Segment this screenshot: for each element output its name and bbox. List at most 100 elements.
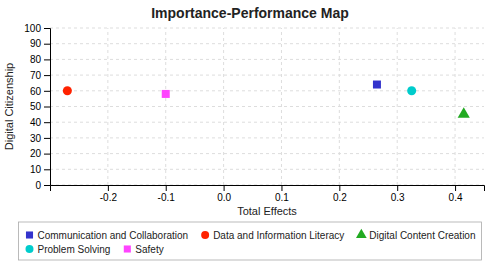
- y-tick-mark: [44, 75, 50, 76]
- y-tick: 100: [24, 23, 50, 34]
- series: [458, 107, 470, 118]
- legend-item: Data and Information Literacy: [201, 230, 344, 241]
- legend-frame: [19, 222, 482, 260]
- point: [407, 86, 416, 95]
- grid-line-y: [50, 43, 484, 44]
- x-tick-mark: [397, 185, 398, 191]
- y-tick-label: 0: [35, 180, 41, 191]
- series: [162, 90, 170, 98]
- grid-line-x: [397, 28, 398, 185]
- x-tick-label: 0.0: [217, 192, 231, 203]
- y-tick-label: 80: [30, 54, 42, 65]
- grid-line-y: [50, 169, 484, 170]
- grid-line-y: [50, 59, 484, 60]
- y-tick-mark: [44, 169, 50, 170]
- legend-label: Data and Information Literacy: [213, 230, 344, 241]
- legend-item: Problem Solving: [26, 244, 111, 255]
- grid-line-x: [223, 28, 224, 185]
- y-tick-label: 100: [24, 23, 41, 34]
- point: [458, 107, 470, 118]
- y-tick-mark: [44, 44, 50, 45]
- x-tick-label: 0.4: [449, 192, 463, 203]
- grid-line-y: [50, 28, 484, 29]
- y-axis-title: Digital Citizenship: [3, 63, 15, 150]
- x-tick-label: -0.1: [158, 192, 176, 203]
- grid: [50, 28, 484, 185]
- legend-label: Communication and Collaboration: [38, 230, 189, 241]
- y-tick-label: 40: [30, 117, 42, 128]
- legend-label: Safety: [135, 244, 163, 255]
- grid-line-x: [281, 28, 282, 185]
- series: [63, 86, 72, 95]
- y-tick: 40: [30, 117, 50, 128]
- y-tick: 90: [30, 38, 50, 49]
- grid-line-x: [107, 28, 108, 185]
- legend-item: Safety: [124, 244, 164, 255]
- series: [373, 81, 381, 89]
- chart-title: Importance-Performance Map: [151, 5, 349, 21]
- x-axis: -0.2 -0.1 0.0 0.1 0.2 0.3 0.4: [51, 185, 485, 203]
- y-tick-mark: [44, 59, 50, 60]
- y-tick: 30: [30, 133, 50, 144]
- legend-marker: [356, 229, 367, 238]
- x-tick-label: 0.1: [275, 192, 289, 203]
- x-axis-line: [51, 186, 485, 192]
- y-tick-mark: [44, 154, 50, 155]
- y-tick-mark: [44, 91, 50, 92]
- y-tick: 60: [30, 86, 50, 97]
- legend-marker: [26, 231, 33, 238]
- x-axis-title: Total Effects: [237, 205, 297, 217]
- x-tick: -0.2: [100, 185, 118, 203]
- points: [63, 81, 470, 118]
- series: [407, 86, 416, 95]
- grid-line-y: [50, 137, 484, 138]
- y-tick-label: 30: [30, 133, 42, 144]
- x-tick-label: -0.2: [100, 192, 118, 203]
- grid-line-y: [50, 106, 484, 107]
- point: [373, 81, 381, 89]
- legend-marker: [124, 245, 131, 252]
- legend-label: Problem Solving: [38, 244, 111, 255]
- y-tick-label: 90: [30, 38, 42, 49]
- grid-line-y: [50, 90, 484, 91]
- y-axis-line: [44, 29, 51, 186]
- y-tick: 0: [35, 180, 50, 191]
- y-tick: 70: [30, 70, 50, 81]
- y-tick: 20: [30, 148, 50, 159]
- legend-item: Digital Content Creation: [356, 229, 476, 241]
- grid-line-y: [50, 75, 484, 76]
- point: [63, 86, 72, 95]
- y-tick-mark: [44, 28, 50, 29]
- legend-marker: [201, 231, 209, 239]
- legend-item: Communication and Collaboration: [26, 230, 188, 241]
- x-tick-label: 0.3: [391, 192, 405, 203]
- chart-svg: Importance-Performance Map Communication …: [0, 0, 500, 263]
- x-tick-mark: [455, 185, 456, 191]
- y-tick: 50: [30, 101, 50, 112]
- y-tick-mark: [44, 107, 50, 108]
- x-tick: 0.1: [275, 185, 289, 203]
- x-tick-mark: [166, 185, 167, 191]
- y-tick-label: 10: [30, 164, 42, 175]
- legend: Communication and Collaboration Data and …: [19, 222, 482, 260]
- y-tick-label: 20: [30, 148, 42, 159]
- x-tick-mark: [339, 185, 340, 191]
- x-tick: 0.4: [449, 185, 463, 203]
- y-tick-label: 70: [30, 70, 42, 81]
- y-tick-mark: [44, 185, 50, 186]
- x-tick-mark: [281, 185, 282, 191]
- x-tick: -0.1: [158, 185, 176, 203]
- x-tick: 0.2: [333, 185, 347, 203]
- y-tick-mark: [44, 122, 50, 123]
- y-tick-mark: [44, 138, 50, 139]
- legend-label: Digital Content Creation: [369, 230, 475, 241]
- x-tick-mark: [224, 185, 225, 191]
- y-tick: 80: [30, 54, 50, 65]
- x-tick: 0.0: [217, 185, 231, 203]
- grid-line-y: [50, 153, 484, 154]
- legend-marker: [26, 245, 34, 253]
- x-tick-mark: [108, 185, 109, 191]
- y-tick: 10: [30, 164, 50, 175]
- point: [162, 90, 170, 98]
- x-tick: 0.3: [391, 185, 405, 203]
